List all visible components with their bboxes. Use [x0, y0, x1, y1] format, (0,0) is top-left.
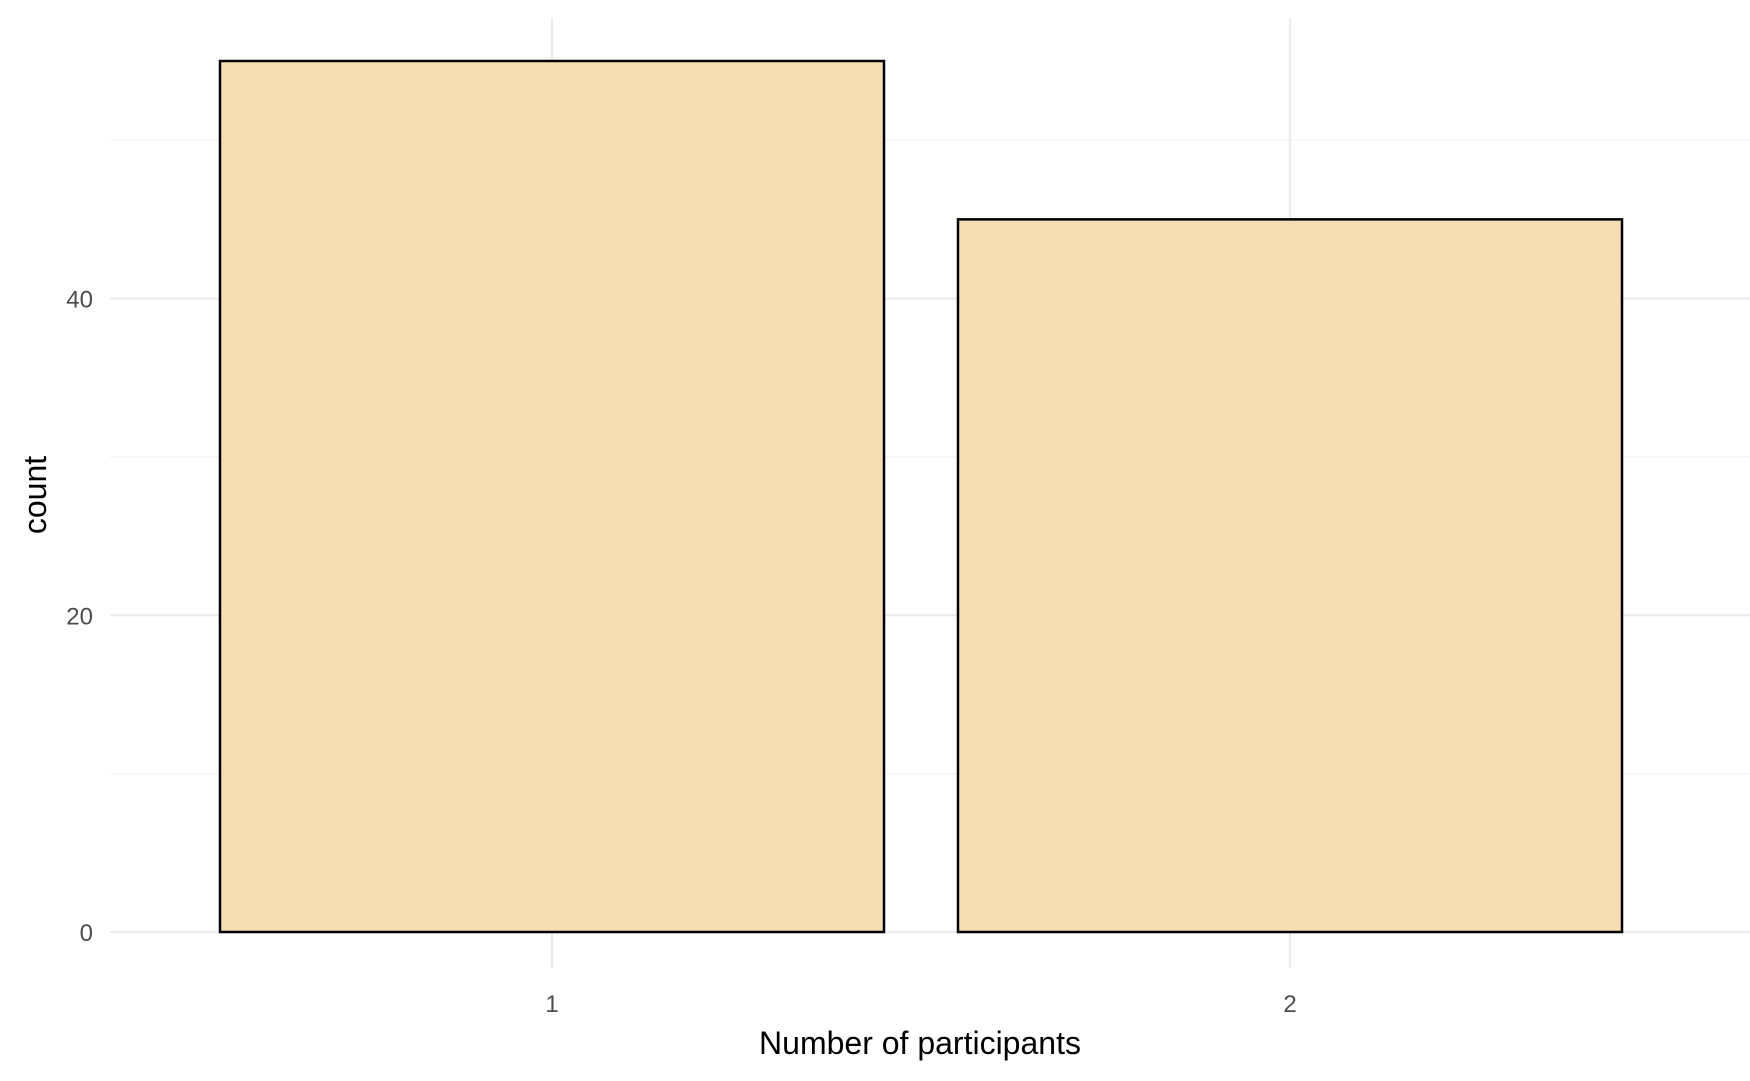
y-tick-label: 0: [80, 920, 93, 947]
bar-1: [218, 59, 886, 934]
y-tick-label: 20: [66, 603, 93, 630]
bar-2: [956, 218, 1624, 934]
x-tick-label: 1: [545, 991, 558, 1018]
y-axis-title: count: [17, 456, 53, 534]
y-tick-label: 40: [66, 287, 93, 314]
x-axis-title: Number of participants: [759, 1025, 1081, 1061]
bar-layer: [218, 59, 1624, 934]
x-tick-label: 2: [1283, 991, 1296, 1018]
label-layer: 0 20 40 1 2: [66, 287, 1296, 1018]
